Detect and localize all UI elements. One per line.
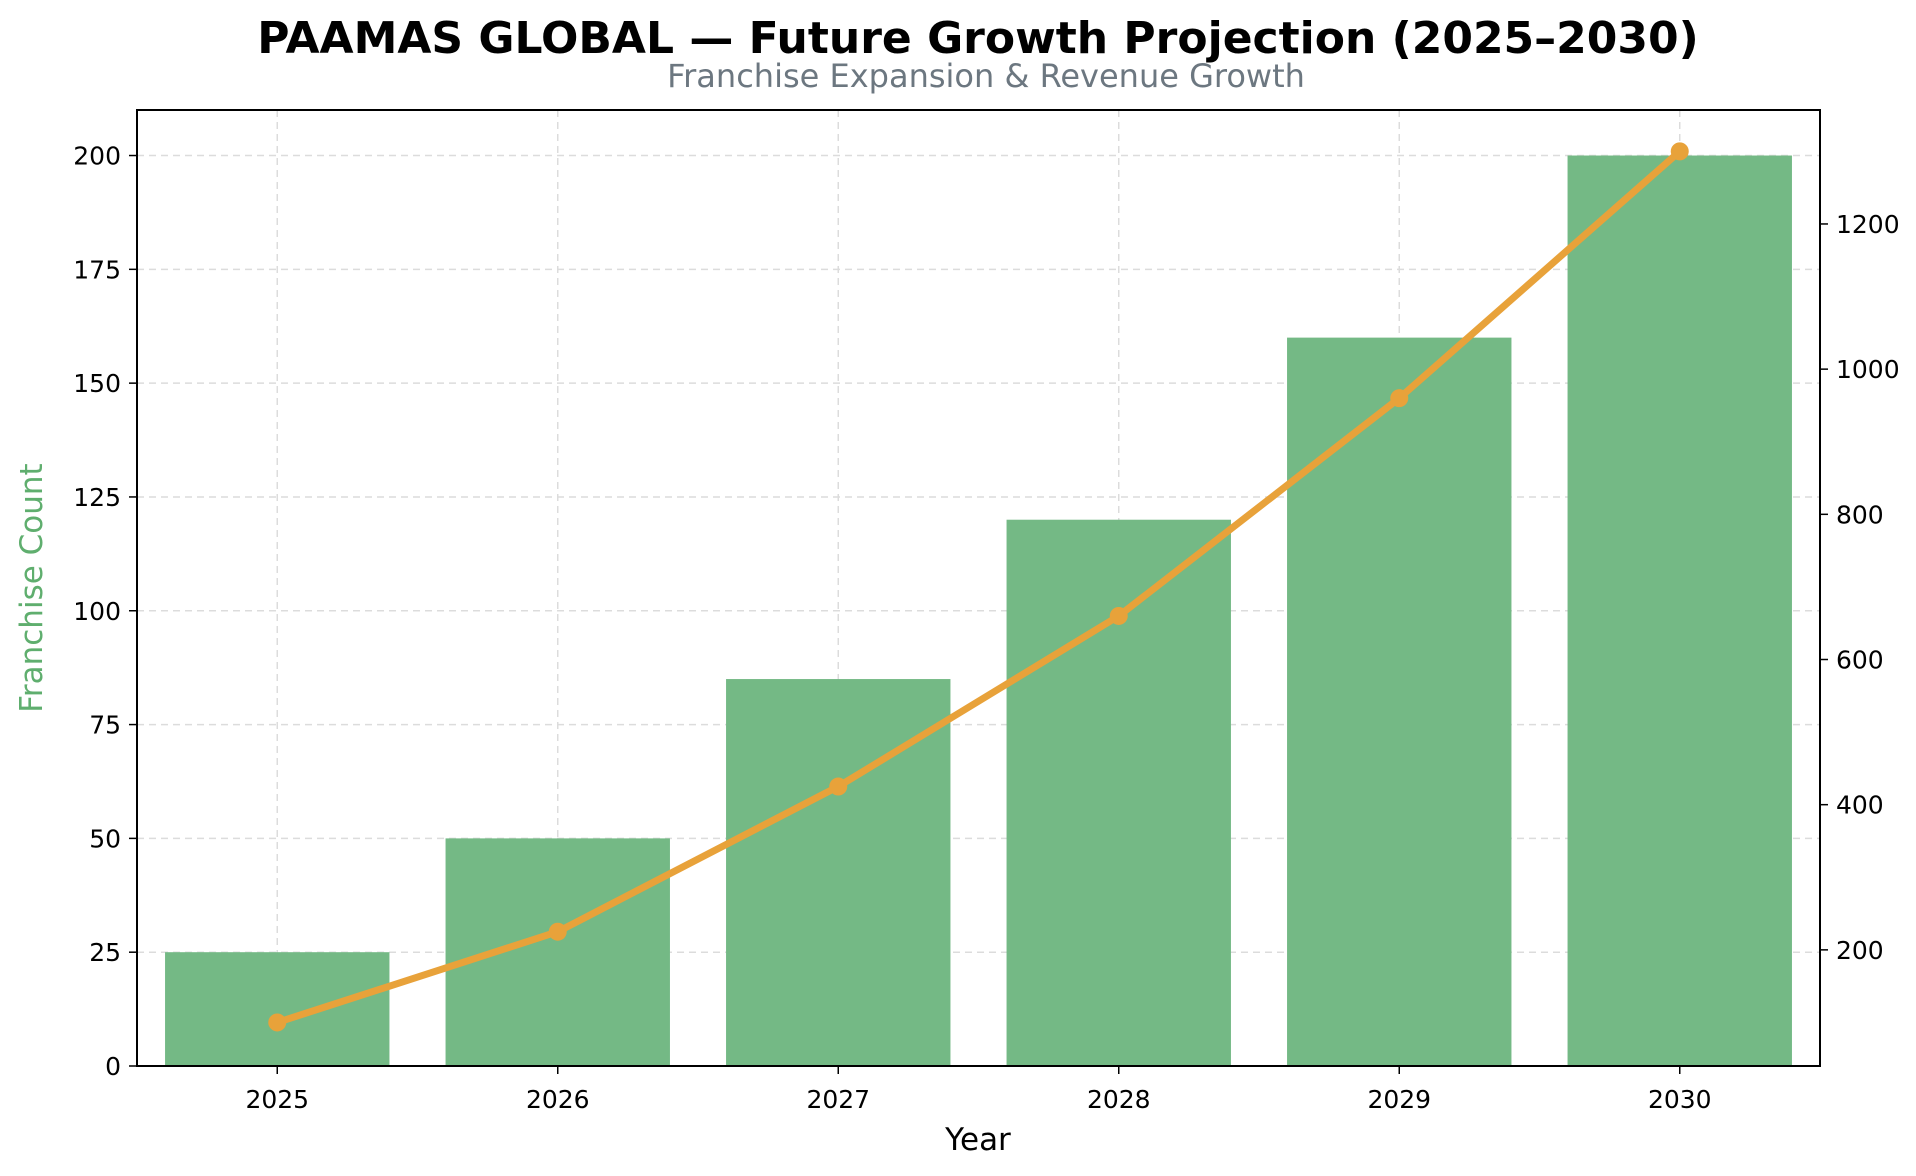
chart-title: PAAMAS GLOBAL — Future Growth Projection…	[257, 13, 1699, 64]
bars	[165, 155, 1792, 1067]
y-tick-label: 100	[73, 597, 121, 626]
chart-subtitle: Franchise Expansion & Revenue Growth	[667, 57, 1305, 95]
y-tick-label: 150	[73, 369, 121, 398]
y2-tick-label: 1200	[1836, 210, 1900, 239]
x-axis-ticks: 2025 2026 2027 2028 2029 2030	[245, 1066, 1712, 1114]
y-tick-label: 175	[73, 255, 121, 284]
y2-tick-label: 600	[1836, 646, 1884, 675]
bar-2030	[1567, 155, 1792, 1066]
plot-frame	[136, 109, 1821, 1067]
x-axis-label: Year	[944, 1122, 1011, 1158]
revenue-line-path	[273, 147, 1684, 1026]
x-tick-label: 2030	[1648, 1085, 1712, 1114]
y-tick-label: 125	[73, 483, 121, 512]
bar-2026	[445, 838, 670, 1066]
bar-2028	[1006, 519, 1231, 1066]
x-tick-label: 2029	[1367, 1085, 1431, 1114]
y-tick-label: 50	[89, 824, 121, 853]
y-axis-label: Franchise Count	[14, 463, 50, 712]
x-tick-label: 2025	[245, 1085, 309, 1114]
revenue-point-2025	[268, 1013, 287, 1032]
x-tick-label: 2027	[806, 1085, 870, 1114]
y-tick-label: 0	[105, 1052, 121, 1081]
revenue-point-2029	[1390, 389, 1409, 408]
revenue-point-2028	[1109, 606, 1128, 625]
y2-tick-label: 200	[1836, 936, 1884, 965]
revenue-point-2027	[829, 777, 848, 796]
right-axis-ticks: 200 400 600 800 1000 1200	[1820, 210, 1900, 965]
revenue-point-2030	[1670, 142, 1689, 161]
y2-tick-label: 400	[1836, 791, 1884, 820]
x-tick-label: 2026	[526, 1085, 590, 1114]
y-tick-label: 75	[89, 711, 121, 740]
bar-2029	[1287, 337, 1512, 1067]
y2-tick-label: 800	[1836, 500, 1884, 529]
y-tick-label: 25	[89, 938, 121, 967]
bar-2025	[165, 952, 390, 1066]
x-tick-label: 2028	[1087, 1085, 1151, 1114]
revenue-line	[268, 142, 1689, 1032]
left-axis-ticks: 0 25 50 75 100 125 150 175 200	[73, 142, 137, 1081]
y-tick-label: 200	[73, 142, 121, 171]
revenue-point-2026	[548, 922, 567, 941]
y2-tick-label: 1000	[1836, 355, 1900, 384]
